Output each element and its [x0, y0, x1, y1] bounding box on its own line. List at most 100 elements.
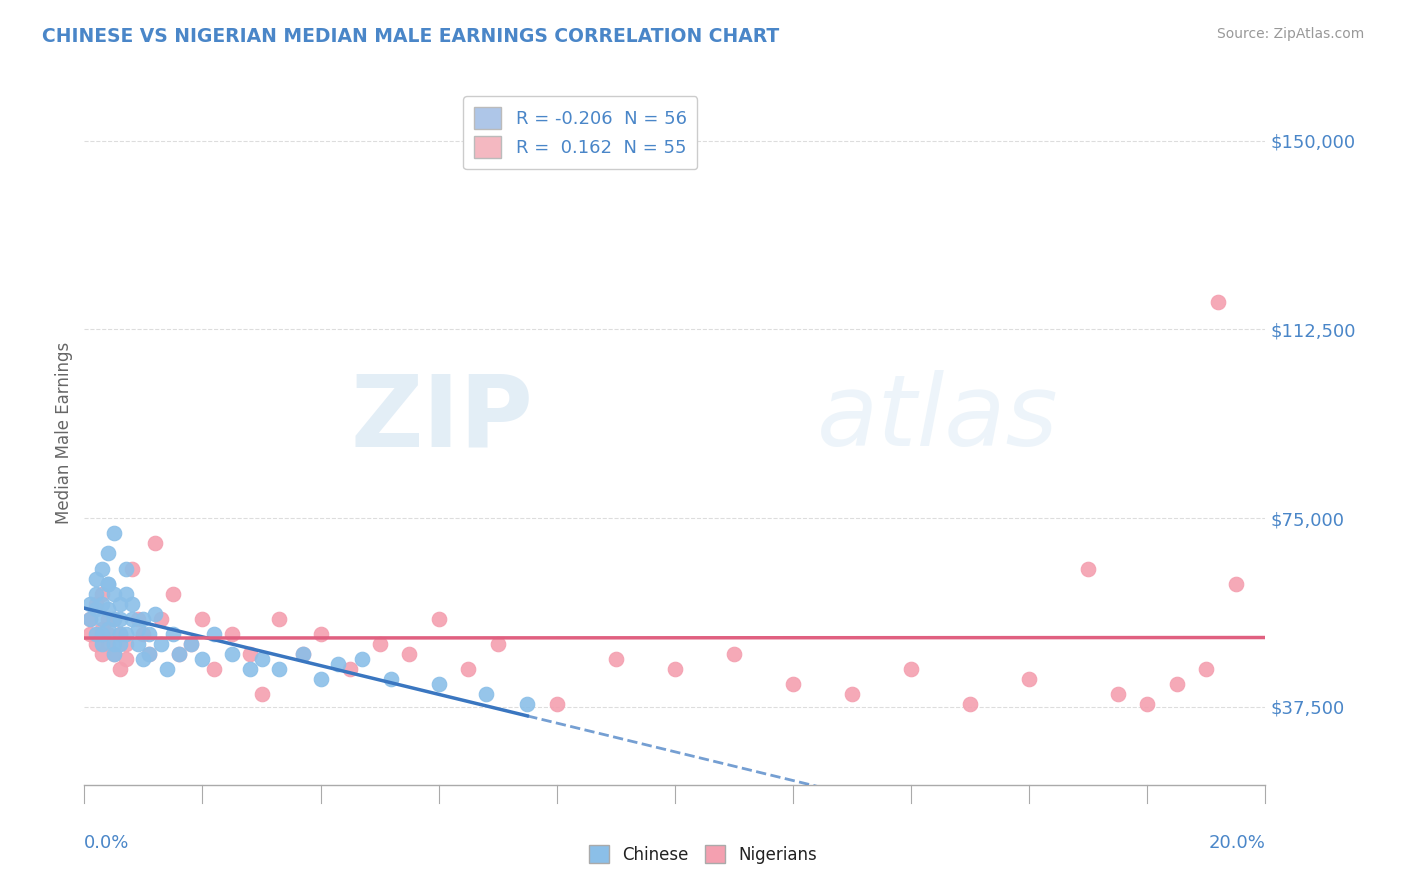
Point: [180, 637, 202, 651]
Point: [108, 637, 131, 651]
Point: [1195, 662, 1218, 676]
Point: [138, 627, 160, 641]
Point: [221, 647, 243, 661]
Point: [156, 662, 179, 676]
Point: [427, 612, 450, 626]
Point: [97, 576, 120, 591]
Point: [328, 657, 350, 672]
Point: [97, 612, 120, 626]
Point: [127, 637, 149, 651]
Point: [132, 612, 155, 626]
Point: [900, 662, 922, 676]
Point: [1225, 576, 1247, 591]
Point: [664, 662, 686, 676]
Point: [782, 677, 804, 691]
Point: [350, 652, 373, 666]
Point: [79, 597, 101, 611]
Point: [97, 627, 120, 641]
Point: [150, 637, 173, 651]
Point: [97, 546, 120, 560]
Point: [150, 612, 173, 626]
Point: [138, 647, 160, 661]
Point: [239, 647, 262, 661]
Point: [103, 612, 125, 626]
Point: [143, 607, 166, 621]
Point: [114, 637, 136, 651]
Point: [97, 637, 120, 651]
Point: [84, 572, 107, 586]
Point: [427, 677, 450, 691]
Point: [103, 647, 125, 661]
Point: [167, 647, 190, 661]
Point: [398, 647, 420, 661]
Point: [1077, 561, 1099, 575]
Text: Source: ZipAtlas.com: Source: ZipAtlas.com: [1216, 27, 1364, 41]
Point: [1136, 698, 1159, 712]
Point: [79, 627, 101, 641]
Point: [202, 662, 225, 676]
Point: [79, 612, 101, 626]
Point: [103, 587, 125, 601]
Point: [162, 627, 184, 641]
Point: [239, 662, 262, 676]
Point: [167, 647, 190, 661]
Point: [475, 687, 498, 701]
Point: [79, 612, 101, 626]
Point: [97, 622, 120, 636]
Point: [97, 602, 120, 616]
Point: [84, 627, 107, 641]
Point: [605, 652, 627, 666]
Point: [91, 587, 114, 601]
Point: [91, 637, 114, 651]
Point: [108, 662, 131, 676]
Text: 0.0%: 0.0%: [84, 834, 129, 852]
Point: [91, 612, 114, 626]
Point: [457, 662, 479, 676]
Point: [486, 637, 509, 651]
Point: [91, 622, 114, 636]
Point: [121, 597, 143, 611]
Point: [221, 627, 243, 641]
Point: [132, 627, 155, 641]
Point: [180, 637, 202, 651]
Point: [127, 622, 149, 636]
Point: [1166, 677, 1188, 691]
Point: [108, 627, 131, 641]
Legend: Chinese, Nigerians: Chinese, Nigerians: [582, 838, 824, 871]
Point: [91, 597, 114, 611]
Point: [516, 698, 538, 712]
Point: [339, 662, 361, 676]
Point: [723, 647, 745, 661]
Point: [191, 652, 214, 666]
Point: [97, 576, 120, 591]
Y-axis label: Median Male Earnings: Median Male Earnings: [55, 342, 73, 524]
Point: [84, 587, 107, 601]
Point: [1107, 687, 1129, 701]
Point: [108, 597, 131, 611]
Point: [84, 637, 107, 651]
Text: atlas: atlas: [817, 370, 1059, 467]
Point: [841, 687, 863, 701]
Point: [202, 627, 225, 641]
Point: [103, 526, 125, 541]
Point: [309, 627, 332, 641]
Point: [368, 637, 391, 651]
Point: [162, 587, 184, 601]
Point: [546, 698, 568, 712]
Point: [108, 627, 131, 641]
Point: [114, 561, 136, 575]
Point: [121, 561, 143, 575]
Text: CHINESE VS NIGERIAN MEDIAN MALE EARNINGS CORRELATION CHART: CHINESE VS NIGERIAN MEDIAN MALE EARNINGS…: [42, 27, 779, 45]
Point: [121, 612, 143, 626]
Legend: R = -0.206  N = 56, R =  0.162  N = 55: R = -0.206 N = 56, R = 0.162 N = 55: [464, 96, 697, 169]
Point: [84, 602, 107, 616]
Point: [114, 627, 136, 641]
Point: [103, 647, 125, 661]
Point: [291, 647, 314, 661]
Point: [91, 561, 114, 575]
Point: [269, 612, 291, 626]
Point: [114, 652, 136, 666]
Point: [103, 637, 125, 651]
Point: [1018, 673, 1040, 687]
Point: [250, 652, 273, 666]
